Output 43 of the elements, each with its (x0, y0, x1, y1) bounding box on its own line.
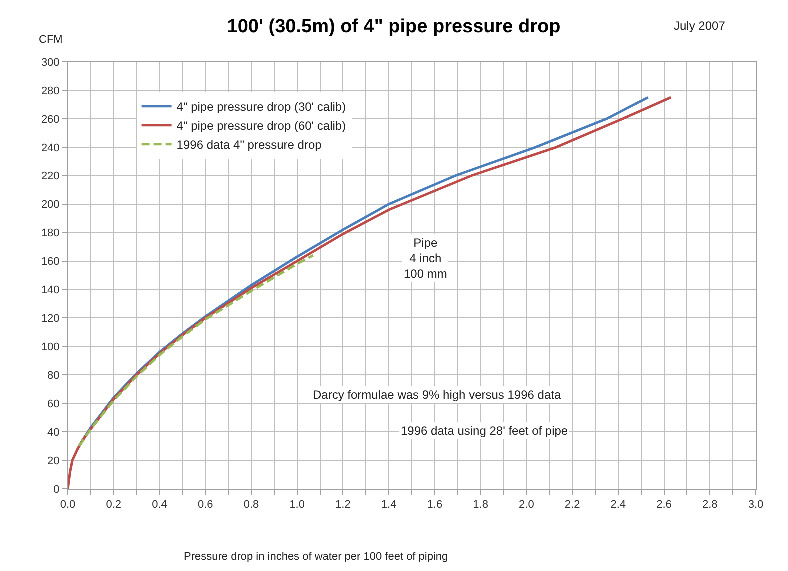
x-tick-label: 1.6 (427, 499, 443, 512)
y-tick-label: 180 (41, 228, 60, 240)
y-tick-label: 140 (41, 284, 60, 297)
x-tick-label: 2.6 (656, 499, 672, 512)
y-tick-label: 200 (41, 199, 60, 212)
legend-label: 4" pipe pressure drop (30' calib) (176, 100, 346, 114)
y-tick-label: 120 (41, 313, 60, 326)
x-tick-label: 1.4 (381, 499, 397, 512)
text: July 2007 (674, 19, 726, 33)
y-tick-label: 80 (48, 370, 60, 382)
x-tick-label: 2.2 (564, 499, 580, 512)
y-tick-label: 160 (41, 256, 60, 268)
x-tick-label: 1.0 (290, 499, 305, 512)
x-tick-label: 2.4 (610, 499, 626, 512)
y-tick-label: 260 (41, 114, 60, 126)
annotation: Darcy formulae was 9% high versus 1996 data (313, 388, 562, 402)
x-tick-label: 0.0 (60, 499, 76, 512)
annotation: Pipe 4 inch 100 mm (404, 236, 448, 282)
y-tick-label: 60 (48, 398, 60, 410)
x-tick-label: 0.4 (152, 499, 168, 512)
x-tick-label: 1.8 (473, 499, 488, 512)
x-tick-label: 2.8 (702, 499, 718, 512)
x-tick-label: 0.8 (244, 499, 260, 512)
y-tick-label: 280 (41, 85, 60, 98)
line-series (78, 254, 315, 448)
x-tick-label: 3.0 (748, 499, 764, 512)
chart-title: 100' (30.5m) of 4" pipe pressure drop (227, 16, 561, 38)
y-tick-label: 240 (41, 142, 60, 154)
y-tick-label: 40 (48, 426, 60, 439)
legend-label: 1996 data 4" pressure drop (176, 138, 322, 152)
y-tick-label: 20 (48, 455, 60, 468)
legend-label: 4" pipe pressure drop (60' calib) (176, 119, 346, 134)
x-tick-label: 2.0 (519, 499, 534, 512)
x-tick-label: 0.6 (198, 499, 214, 512)
annotation: 1996 data using 28' feet of pipe (401, 424, 568, 438)
y-tick-label: 0 (54, 484, 60, 496)
x-tick-label: 1.2 (336, 499, 351, 512)
x-axis-title: Pressure drop in inches of water per 100 feet of piping (184, 551, 448, 563)
y-tick-label: 220 (41, 170, 60, 183)
y-tick-label: 300 (41, 56, 60, 69)
x-tick-label: 0.2 (106, 499, 122, 512)
y-axis-title: CFM (39, 34, 63, 46)
y-tick-label: 100 (41, 342, 60, 354)
